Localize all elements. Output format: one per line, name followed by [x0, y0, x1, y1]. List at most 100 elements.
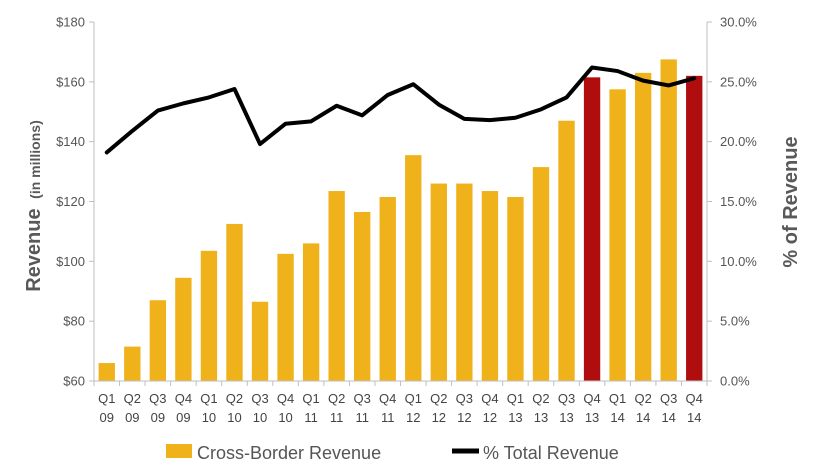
x-tick-label-year: 10	[253, 410, 267, 425]
bar	[226, 223, 243, 381]
y2-tick-label: 10.0%	[720, 254, 757, 269]
x-tick-label-year: 11	[381, 410, 395, 425]
x-tick-label-quarter: Q4	[277, 391, 294, 406]
bar	[609, 89, 626, 381]
y2-tick-label: 30.0%	[720, 15, 757, 30]
x-tick-label-year: 12	[432, 410, 446, 425]
bar	[354, 211, 371, 381]
y2-tick-label: 15.0%	[720, 194, 757, 209]
legend-bar-swatch	[166, 444, 192, 458]
bar	[302, 243, 320, 381]
y-tick-label: $100	[56, 254, 85, 269]
x-tick-label-quarter: Q2	[532, 391, 549, 406]
x-tick-label-quarter: Q2	[430, 391, 447, 406]
x-tick-label-quarter: Q3	[558, 391, 575, 406]
x-tick-label-year: 09	[100, 410, 114, 425]
x-tick-label-quarter: Q3	[660, 391, 677, 406]
line-series	[104, 65, 697, 155]
bar	[660, 59, 677, 381]
x-tick-label-quarter: Q3	[251, 391, 268, 406]
bar	[634, 72, 652, 381]
x-tick-label-quarter: Q3	[149, 391, 166, 406]
bar	[124, 346, 141, 381]
x-tick-label-year: 10	[278, 410, 292, 425]
x-tick-label-year: 10	[227, 410, 241, 425]
x-tick-label-year: 13	[508, 410, 522, 425]
x-tick-label-quarter: Q1	[302, 391, 319, 406]
left-axis-title-sub: (in millions)	[27, 120, 43, 199]
legend-line-label: % Total Revenue	[483, 443, 619, 462]
x-tick-label-quarter: Q4	[175, 391, 192, 406]
bar	[507, 197, 524, 381]
x-tick-label-quarter: Q1	[405, 391, 422, 406]
x-tick-label-quarter: Q1	[98, 391, 115, 406]
x-tick-label-year: 09	[125, 410, 139, 425]
bar-series	[98, 59, 703, 382]
bar	[405, 155, 422, 381]
x-axis-ticks: Q1 09 Q2 09 Q3 09 Q4 09 Q1 10 Q2 10 Q3 10 Q4 10 Q1 11 Q2 11…	[93, 381, 708, 425]
y-tick-label: $140	[56, 134, 85, 149]
x-tick-label-year: 11	[355, 410, 369, 425]
bar	[481, 191, 499, 381]
x-tick-label-year: 14	[687, 410, 701, 425]
x-tick-label-year: 12	[483, 410, 497, 425]
right-axis-ticks: 0.0% 5.0% 10.0% 15.0% 20.0% 25.0% 30.0%	[707, 15, 757, 389]
x-tick-label-quarter: Q4	[583, 391, 600, 406]
x-tick-label-quarter: Q1	[507, 391, 524, 406]
x-tick-label-quarter: Q4	[686, 391, 703, 406]
legend: Cross-Border Revenue % Total Revenue	[166, 443, 619, 462]
left-axis-title: Revenue (in millions)	[23, 120, 45, 292]
y-tick-label: $160	[56, 74, 85, 89]
x-tick-label-year: 14	[661, 410, 675, 425]
x-tick-label-quarter: Q2	[124, 391, 141, 406]
bar	[251, 301, 269, 381]
x-tick-label-year: 13	[534, 410, 548, 425]
y-tick-label: $60	[63, 374, 85, 389]
x-tick-label-quarter: Q1	[200, 391, 217, 406]
x-tick-label-year: 14	[610, 410, 624, 425]
bar	[686, 75, 703, 381]
x-tick-label-year: 09	[151, 410, 165, 425]
bar	[200, 250, 218, 381]
bar	[98, 363, 115, 381]
bar	[175, 277, 192, 381]
legend-bar-label: Cross-Border Revenue	[197, 443, 381, 462]
bar	[430, 183, 447, 381]
bar	[558, 120, 575, 381]
x-tick-label-year: 12	[457, 410, 471, 425]
bar	[277, 253, 294, 381]
x-tick-label-quarter: Q3	[456, 391, 473, 406]
bar	[328, 191, 345, 381]
bar	[456, 183, 473, 381]
x-tick-label-quarter: Q2	[634, 391, 651, 406]
bar	[379, 197, 396, 381]
y2-tick-label: 20.0%	[720, 134, 757, 149]
x-tick-label-quarter: Q4	[481, 391, 498, 406]
bar	[149, 300, 167, 381]
x-tick-label-quarter: Q1	[609, 391, 626, 406]
y-tick-label: $120	[56, 194, 85, 209]
y2-tick-label: 0.0%	[720, 374, 750, 389]
left-axis-ticks: $60 $80 $100 $120 $140 $160 $180	[56, 15, 94, 389]
x-tick-label-year: 13	[585, 410, 599, 425]
x-tick-label-year: 11	[304, 410, 318, 425]
x-tick-label-quarter: Q2	[328, 391, 345, 406]
y2-tick-label: 25.0%	[720, 74, 757, 89]
x-tick-label-year: 09	[176, 410, 190, 425]
y-tick-label: $80	[63, 314, 85, 329]
x-tick-label-year: 12	[406, 410, 420, 425]
x-tick-label-year: 13	[559, 410, 573, 425]
y2-tick-label: 5.0%	[720, 314, 750, 329]
x-tick-label-quarter: Q2	[226, 391, 243, 406]
x-tick-label-year: 14	[636, 410, 650, 425]
right-axis-title: % of Revenue	[780, 136, 802, 267]
bar	[583, 77, 601, 382]
x-tick-label-quarter: Q4	[379, 391, 396, 406]
left-axis-title-main: Revenue	[23, 208, 45, 291]
percent-revenue-line	[104, 65, 697, 155]
y-tick-label: $180	[56, 15, 85, 30]
x-tick-label-quarter: Q3	[354, 391, 371, 406]
x-tick-label-year: 11	[330, 410, 344, 425]
x-tick-label-year: 10	[202, 410, 216, 425]
